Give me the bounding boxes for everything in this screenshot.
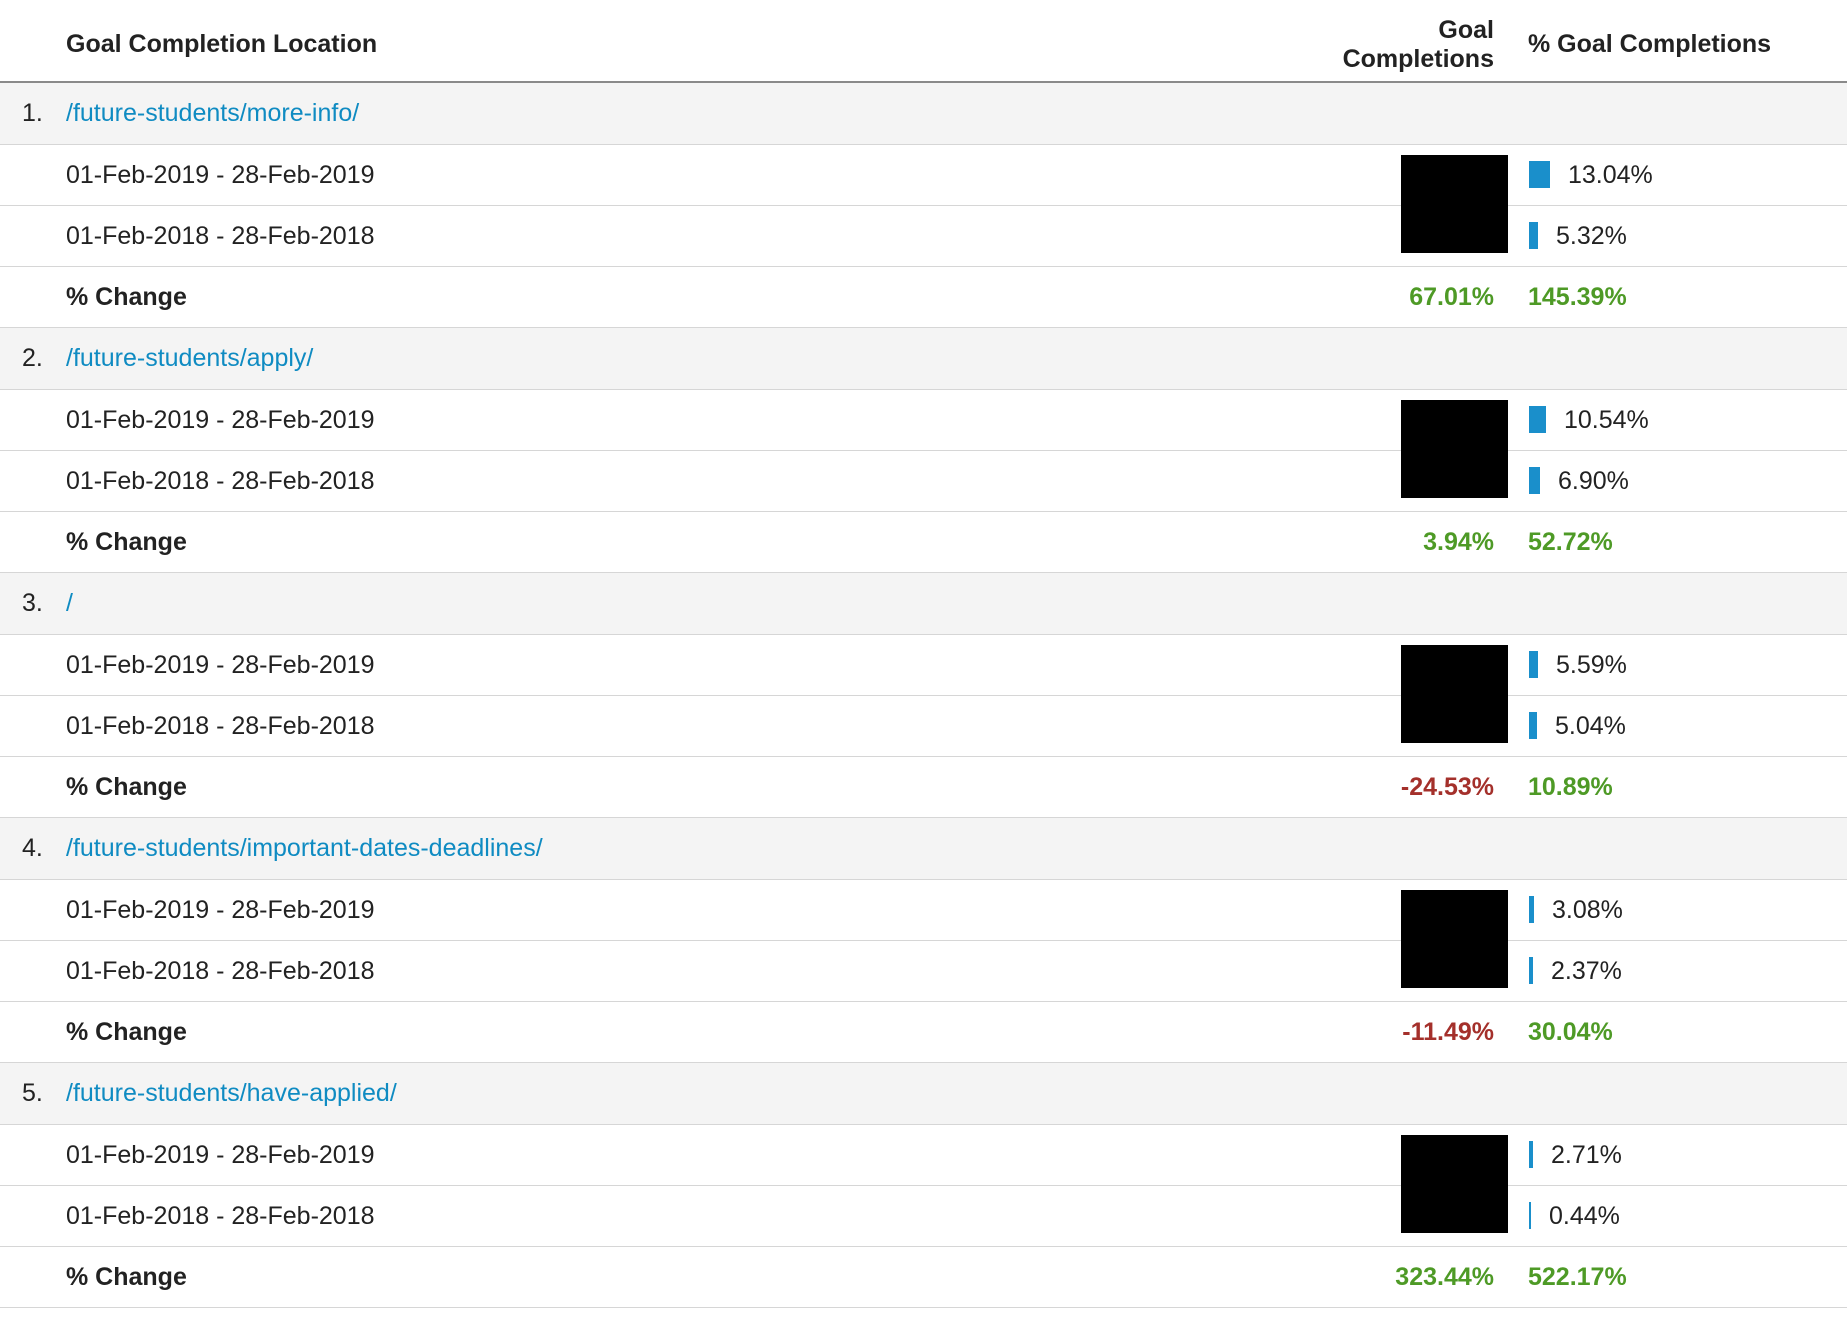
pct-value: 13.04% (1568, 161, 1653, 189)
column-header-location[interactable]: Goal Completion Location (66, 30, 378, 58)
pct-bar (1529, 161, 1550, 188)
pct-completions-change-value: 30.04% (1528, 1018, 1613, 1046)
column-header-pct-goal-completions[interactable]: % Goal Completions (1528, 30, 1772, 58)
current-period-row: 01-Feb-2019 - 28-Feb-2019 13.04% (0, 145, 1847, 206)
date-range: 01-Feb-2018 - 28-Feb-2018 (66, 712, 375, 740)
previous-period-row: 01-Feb-2018 - 28-Feb-2018 6.90% (0, 451, 1847, 512)
location-link[interactable]: /future-students/apply/ (66, 344, 314, 372)
row-index: 4. (22, 834, 43, 862)
current-period-row: 01-Feb-2019 - 28-Feb-2019 2.71% (0, 1125, 1847, 1186)
redacted-completions-block (1401, 400, 1508, 498)
location-row: 4. /future-students/important-dates-deadl… (0, 818, 1847, 880)
pct-value: 5.04% (1555, 712, 1626, 740)
date-range: 01-Feb-2019 - 28-Feb-2019 (66, 651, 375, 679)
pct-change-row: % Change 67.01% 145.39% (0, 267, 1847, 328)
location-link[interactable]: /future-students/have-applied/ (66, 1079, 397, 1107)
completions-change-value: 67.01% (1409, 283, 1494, 311)
location-row: 1. /future-students/more-info/ (0, 83, 1847, 145)
result-group: 5. /future-students/have-applied/01-Feb-2… (0, 1063, 1847, 1308)
pct-change-row: % Change 323.44% 522.17% (0, 1247, 1847, 1308)
pct-completions-change-value: 52.72% (1528, 528, 1613, 556)
pct-bar (1529, 957, 1533, 984)
column-header-goal-completions[interactable]: Goal Completions (1343, 16, 1494, 74)
result-group: 1. /future-students/more-info/01-Feb-2019… (0, 83, 1847, 328)
row-index: 3. (22, 589, 43, 617)
completions-change-value: 3.94% (1423, 528, 1494, 556)
current-period-row: 01-Feb-2019 - 28-Feb-2019 3.08% (0, 880, 1847, 941)
table-header: Goal Completion Location Goal Completion… (0, 0, 1847, 83)
date-range: 01-Feb-2018 - 28-Feb-2018 (66, 222, 375, 250)
date-range: 01-Feb-2018 - 28-Feb-2018 (66, 957, 375, 985)
pct-bar (1529, 1202, 1531, 1229)
pct-change-label: % Change (66, 1263, 187, 1291)
redacted-completions-block (1401, 155, 1508, 253)
location-link[interactable]: /future-students/important-dates-deadlin… (66, 834, 543, 862)
pct-completions-change-value: 10.89% (1528, 773, 1613, 801)
pct-change-label: % Change (66, 283, 187, 311)
pct-change-row: % Change -24.53% 10.89% (0, 757, 1847, 818)
pct-bar (1529, 896, 1534, 923)
pct-value: 5.32% (1556, 222, 1627, 250)
pct-completions-change-value: 145.39% (1528, 283, 1627, 311)
date-range: 01-Feb-2019 - 28-Feb-2019 (66, 406, 375, 434)
pct-value: 2.37% (1551, 957, 1622, 985)
pct-value: 5.59% (1556, 651, 1627, 679)
location-row: 5. /future-students/have-applied/ (0, 1063, 1847, 1125)
row-index: 5. (22, 1079, 43, 1107)
previous-period-row: 01-Feb-2018 - 28-Feb-2018 5.04% (0, 696, 1847, 757)
result-group: 4. /future-students/important-dates-deadl… (0, 818, 1847, 1063)
redacted-completions-block (1401, 645, 1508, 743)
row-index: 2. (22, 344, 43, 372)
location-link[interactable]: / (66, 589, 73, 617)
date-range: 01-Feb-2018 - 28-Feb-2018 (66, 1202, 375, 1230)
pct-value: 6.90% (1558, 467, 1629, 495)
completions-change-value: -24.53% (1400, 773, 1494, 801)
date-range: 01-Feb-2018 - 28-Feb-2018 (66, 467, 375, 495)
column-header-goal-completions-line1: Goal (1438, 16, 1494, 44)
redacted-completions-block (1401, 890, 1508, 988)
previous-period-row: 01-Feb-2018 - 28-Feb-2018 0.44% (0, 1186, 1847, 1247)
pct-bar (1529, 406, 1546, 433)
table-body: 1. /future-students/more-info/01-Feb-2019… (0, 83, 1847, 1308)
result-group: 3./01-Feb-2019 - 28-Feb-2019 5.59% 01-Feb-… (0, 573, 1847, 818)
pct-bar (1529, 651, 1538, 678)
location-link[interactable]: /future-students/more-info/ (66, 99, 360, 127)
pct-change-label: % Change (66, 528, 187, 556)
completions-change-value: -11.49% (1402, 1018, 1494, 1046)
pct-value: 3.08% (1552, 896, 1623, 924)
location-row: 3. / (0, 573, 1847, 635)
redacted-completions-block (1401, 1135, 1508, 1233)
location-row: 2. /future-students/apply/ (0, 328, 1847, 390)
pct-change-label: % Change (66, 773, 187, 801)
pct-value: 10.54% (1564, 406, 1649, 434)
current-period-row: 01-Feb-2019 - 28-Feb-2019 5.59% (0, 635, 1847, 696)
pct-value: 2.71% (1551, 1141, 1622, 1169)
pct-completions-change-value: 522.17% (1528, 1263, 1627, 1291)
current-period-row: 01-Feb-2019 - 28-Feb-2019 10.54% (0, 390, 1847, 451)
pct-value: 0.44% (1549, 1202, 1620, 1230)
date-range: 01-Feb-2019 - 28-Feb-2019 (66, 896, 375, 924)
previous-period-row: 01-Feb-2018 - 28-Feb-2018 2.37% (0, 941, 1847, 1002)
pct-change-row: % Change 3.94% 52.72% (0, 512, 1847, 573)
pct-bar (1529, 467, 1540, 494)
pct-bar (1529, 222, 1538, 249)
pct-bar (1529, 712, 1537, 739)
date-range: 01-Feb-2019 - 28-Feb-2019 (66, 1141, 375, 1169)
previous-period-row: 01-Feb-2018 - 28-Feb-2018 5.32% (0, 206, 1847, 267)
row-index: 1. (22, 99, 43, 127)
pct-change-label: % Change (66, 1018, 187, 1046)
pct-bar (1529, 1141, 1533, 1168)
column-header-goal-completions-line2: Completions (1342, 45, 1494, 73)
pct-change-row: % Change -11.49% 30.04% (0, 1002, 1847, 1063)
result-group: 2. /future-students/apply/01-Feb-2019 - 2… (0, 328, 1847, 573)
date-range: 01-Feb-2019 - 28-Feb-2019 (66, 161, 375, 189)
completions-change-value: 323.44% (1395, 1263, 1494, 1291)
